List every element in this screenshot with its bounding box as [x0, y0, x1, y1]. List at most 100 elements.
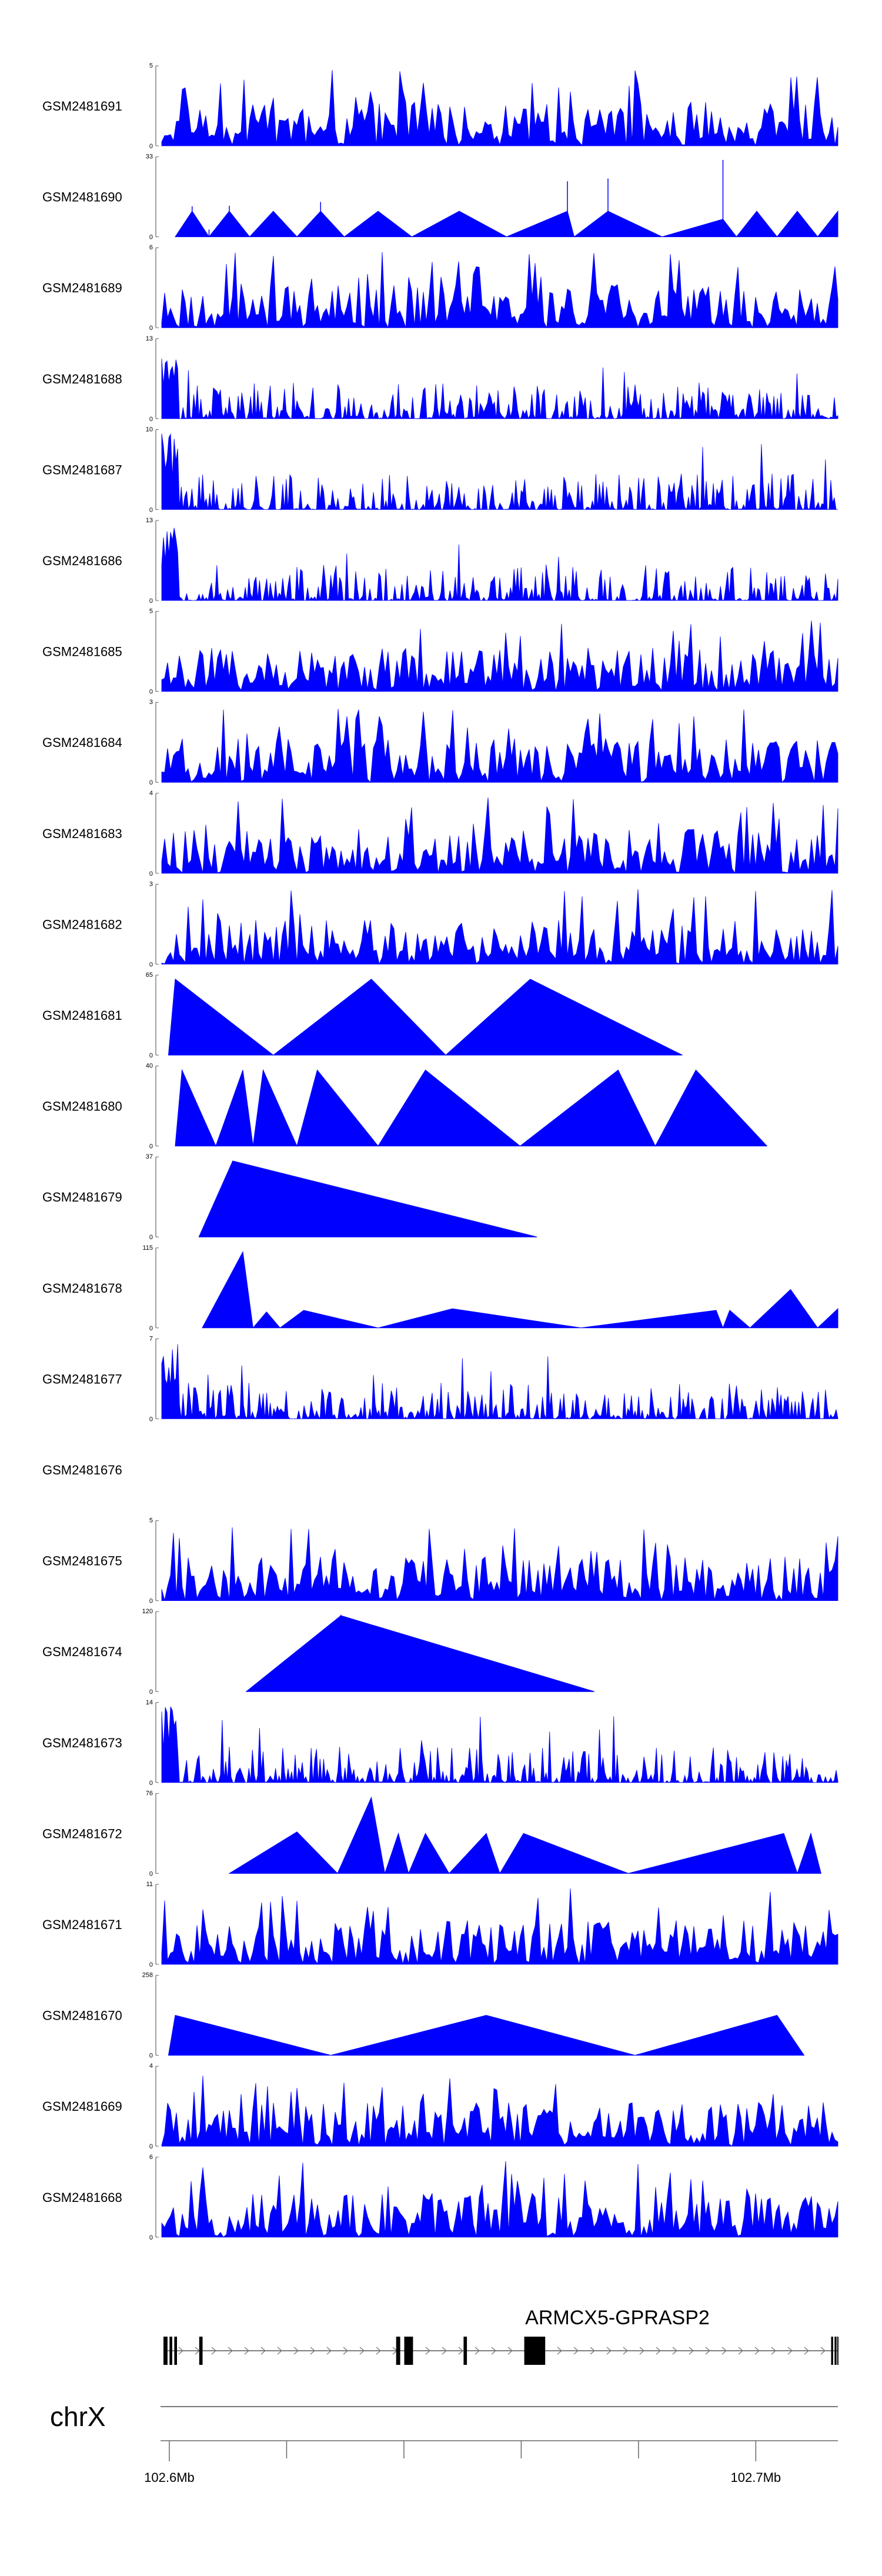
y-min-label: 0 [149, 1961, 153, 1968]
strand-arrow [787, 2347, 793, 2355]
track-label: GSM2481674 [42, 1644, 122, 1659]
coverage-area [161, 2161, 838, 2238]
strand-arrow [672, 2347, 677, 2355]
track-label: GSM2481668 [42, 2190, 122, 2205]
strand-arrow [442, 2347, 447, 2355]
y-min-label: 0 [149, 2234, 153, 2241]
coverage-area [202, 1250, 838, 1329]
coverage-area [161, 620, 838, 692]
track-GSM2481690: GSM2481690 33 0 [42, 154, 838, 241]
track-GSM2481676: GSM2481676 [42, 1463, 122, 1477]
track-label: GSM2481687 [42, 462, 122, 477]
strand-arrow [623, 2347, 628, 2355]
coverage-area [161, 1527, 838, 1601]
y-max-label: 3 [149, 699, 153, 706]
y-min-label: 0 [149, 325, 153, 332]
track-GSM2481668: GSM2481668 6 0 [42, 2154, 838, 2241]
strand-arrow [606, 2347, 612, 2355]
coverage-area [161, 358, 838, 420]
y-max-label: 4 [149, 2063, 153, 2070]
track-GSM2481673: GSM2481673 14 0 [42, 1699, 838, 1787]
track-GSM2481687: GSM2481687 10 0 [42, 426, 838, 513]
coverage-area [198, 1160, 537, 1237]
coverage-area [161, 709, 838, 783]
track-GSM2481686: GSM2481686 13 0 [42, 517, 838, 605]
track-GSM2481680: GSM2481680 40 0 [42, 1063, 768, 1150]
strand-arrow [293, 2347, 299, 2355]
track-label: GSM2481682 [42, 917, 122, 932]
y-min-label: 0 [149, 961, 153, 968]
strand-arrow [721, 2347, 727, 2355]
strand-arrow [491, 2347, 496, 2355]
track-GSM2481678: GSM2481678 115 0 [42, 1244, 838, 1332]
coverage-area [161, 528, 838, 602]
exon [199, 2337, 203, 2365]
genome-axis: 102.6Mb 102.7Mb [144, 2440, 838, 2485]
y-max-label: 6 [149, 2154, 153, 2161]
strand-arrow [475, 2347, 480, 2355]
track-GSM2481689: GSM2481689 6 0 [42, 244, 838, 332]
y-min-label: 0 [149, 1416, 153, 1423]
y-min-label: 0 [149, 1325, 153, 1332]
y-max-label: 13 [146, 517, 153, 524]
strand-arrow [326, 2347, 332, 2355]
strand-arrow [277, 2347, 282, 2355]
axis-tick-label: 102.7Mb [731, 2470, 781, 2485]
y-min-label: 0 [149, 1234, 153, 1241]
coverage-area [161, 797, 838, 874]
coverage-area [161, 433, 838, 510]
y-min-label: 0 [149, 598, 153, 605]
strand-arrow [228, 2347, 233, 2355]
strand-arrow [689, 2347, 694, 2355]
y-max-label: 115 [142, 1244, 153, 1252]
exon [163, 2337, 168, 2365]
y-max-label: 4 [149, 790, 153, 797]
strand-arrow [178, 2347, 183, 2355]
y-max-label: 14 [146, 1699, 153, 1706]
track-GSM2481677: GSM2481677 7 0 [42, 1335, 838, 1423]
y-min-label: 0 [149, 1143, 153, 1150]
track-GSM2481685: GSM2481685 5 0 [42, 608, 838, 696]
y-min-label: 0 [149, 689, 153, 696]
strand-arrow [359, 2347, 365, 2355]
y-min-label: 0 [149, 1689, 153, 1696]
y-max-label: 11 [146, 1881, 153, 1888]
y-max-label: 5 [149, 62, 153, 69]
exon [174, 2337, 177, 2365]
strand-arrow [458, 2347, 463, 2355]
track-label: GSM2481690 [42, 190, 122, 205]
track-GSM2481682: GSM2481682 3 0 [42, 880, 838, 968]
y-min-label: 0 [149, 1598, 153, 1605]
track-GSM2481688: GSM2481688 13 0 [42, 335, 838, 423]
strand-arrow [771, 2347, 776, 2355]
track-label: GSM2481671 [42, 1917, 122, 1932]
strand-arrow [738, 2347, 743, 2355]
strand-arrow [804, 2347, 809, 2355]
y-min-label: 0 [149, 234, 153, 241]
coverage-area [161, 252, 838, 329]
track-label: GSM2481688 [42, 372, 122, 386]
track-GSM2481679: GSM2481679 37 0 [42, 1153, 537, 1241]
y-min-label: 0 [149, 870, 153, 877]
strand-arrow [590, 2347, 595, 2355]
axis-tick-label: 102.6Mb [144, 2470, 195, 2485]
coverage-area [161, 1344, 838, 1420]
strand-arrow [310, 2347, 315, 2355]
track-label: GSM2481678 [42, 1281, 122, 1296]
exon [463, 2337, 467, 2365]
track-label: GSM2481684 [42, 735, 122, 750]
strand-arrow [507, 2347, 513, 2355]
coverage-area [161, 2076, 838, 2147]
strand-arrow [343, 2347, 348, 2355]
track-GSM2481669: GSM2481669 4 0 [42, 2063, 838, 2150]
y-max-label: 6 [149, 244, 153, 251]
exon [834, 2337, 837, 2365]
track-GSM2481671: GSM2481671 11 0 [42, 1881, 838, 1968]
y-min-label: 0 [149, 1780, 153, 1787]
chromosome-track: chrX [50, 2401, 838, 2432]
y-min-label: 0 [149, 779, 153, 786]
coverage-area [161, 889, 838, 965]
track-GSM2481691: GSM2481691 5 0 [42, 62, 838, 150]
y-max-label: 33 [146, 154, 153, 161]
